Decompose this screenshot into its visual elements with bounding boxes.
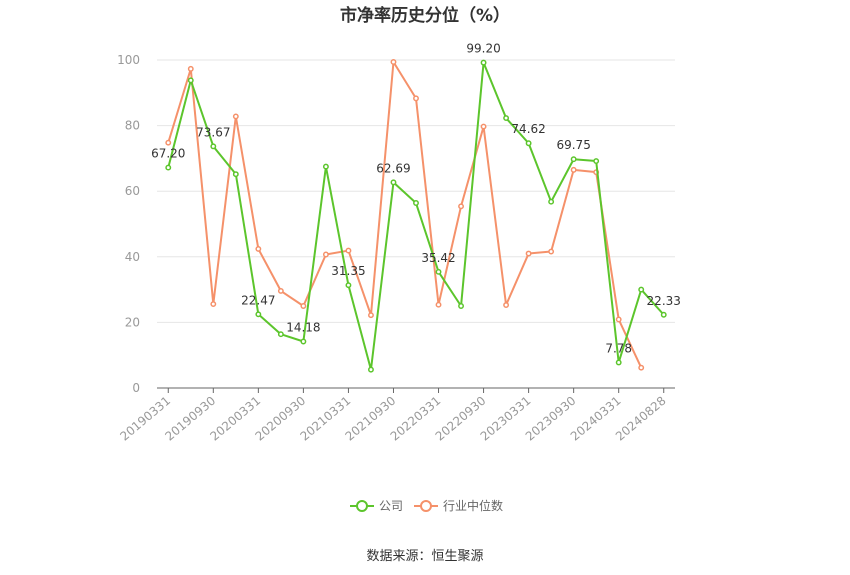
data-point[interactable] xyxy=(277,331,284,338)
data-label: 73.67 xyxy=(196,125,230,139)
data-point[interactable] xyxy=(548,248,555,255)
data-point[interactable] xyxy=(435,301,442,308)
y-tick-label: 60 xyxy=(125,184,140,198)
data-point[interactable] xyxy=(210,301,217,307)
data-point[interactable] xyxy=(232,171,239,178)
data-point[interactable] xyxy=(458,203,464,210)
series-0 xyxy=(165,59,667,373)
x-tick-label: 20240828 xyxy=(613,394,669,444)
data-point[interactable] xyxy=(638,364,645,371)
legend-marker xyxy=(356,500,368,512)
data-point[interactable] xyxy=(210,143,217,150)
data-point[interactable] xyxy=(165,164,172,171)
legend-item-1[interactable]: 行业中位数 xyxy=(414,498,503,513)
data-label: 62.69 xyxy=(376,161,410,175)
data-point[interactable] xyxy=(413,95,419,102)
data-label: 35.42 xyxy=(421,251,455,265)
series-1 xyxy=(165,59,645,371)
source-note: 数据来源：恒生聚源 xyxy=(366,549,483,564)
data-labels: 67.20 73.67 22.47 14.18 31.35 62.69 35.42 99.20… xyxy=(151,42,681,356)
data-point[interactable] xyxy=(638,286,645,293)
data-label: 22.47 xyxy=(241,293,275,307)
data-point[interactable] xyxy=(660,311,667,318)
chart-title: 市净率历史分位（%） xyxy=(340,5,510,26)
data-point[interactable] xyxy=(368,312,374,319)
data-point[interactable] xyxy=(390,59,397,65)
data-label: 99.20 xyxy=(466,42,500,56)
grid-lines xyxy=(157,59,675,323)
data-point[interactable] xyxy=(435,268,442,275)
data-label: 31.35 xyxy=(331,264,365,278)
data-point[interactable] xyxy=(570,156,577,163)
data-point[interactable] xyxy=(300,303,307,309)
data-point[interactable] xyxy=(593,158,600,164)
data-point[interactable] xyxy=(322,251,329,258)
legend-label: 公司 xyxy=(379,499,403,513)
y-tick-label: 0 xyxy=(132,381,140,395)
data-point[interactable] xyxy=(390,179,397,186)
data-point[interactable] xyxy=(300,338,307,345)
y-tick-label: 40 xyxy=(125,250,140,264)
legend-marker xyxy=(420,500,432,512)
data-point[interactable] xyxy=(570,166,577,173)
data-point[interactable] xyxy=(525,140,532,147)
data-point[interactable] xyxy=(615,316,622,323)
series-line xyxy=(167,61,665,371)
data-point[interactable] xyxy=(413,200,419,206)
data-point[interactable] xyxy=(345,282,352,289)
data-point[interactable] xyxy=(277,287,284,294)
data-label: 74.62 xyxy=(511,122,545,136)
data-label: 14.18 xyxy=(286,320,320,334)
y-tick-label: 20 xyxy=(125,315,140,329)
series-line xyxy=(167,60,643,369)
data-point[interactable] xyxy=(525,250,532,257)
data-point[interactable] xyxy=(187,65,194,72)
data-point[interactable] xyxy=(255,311,262,318)
y-tick-label: 80 xyxy=(125,119,140,133)
data-point[interactable] xyxy=(503,302,510,308)
series-layer xyxy=(165,59,667,373)
y-tick-label: 100 xyxy=(117,53,140,67)
data-point[interactable] xyxy=(255,245,262,252)
data-point[interactable] xyxy=(368,366,374,373)
data-point[interactable] xyxy=(187,77,194,84)
data-point[interactable] xyxy=(345,247,352,254)
y-axis: 0 20 40 60 80 100 xyxy=(117,53,140,395)
data-point[interactable] xyxy=(322,163,329,170)
legend[interactable]: 公司 行业中位数 xyxy=(350,498,503,513)
data-point[interactable] xyxy=(548,198,555,205)
data-point[interactable] xyxy=(480,59,487,66)
legend-label: 行业中位数 xyxy=(443,498,503,513)
data-label: 22.33 xyxy=(647,294,681,308)
data-label: 67.20 xyxy=(151,147,185,161)
data-point[interactable] xyxy=(480,123,487,130)
data-point[interactable] xyxy=(615,359,622,366)
data-point[interactable] xyxy=(165,139,172,146)
data-point[interactable] xyxy=(458,303,464,309)
data-point[interactable] xyxy=(503,115,510,122)
data-label: 7.78 xyxy=(605,341,632,355)
legend-item-0[interactable]: 公司 xyxy=(350,499,403,513)
x-axis: 2019033120190930202003312020093020210331… xyxy=(117,387,675,444)
data-point[interactable] xyxy=(232,113,239,120)
data-label: 69.75 xyxy=(556,138,590,152)
